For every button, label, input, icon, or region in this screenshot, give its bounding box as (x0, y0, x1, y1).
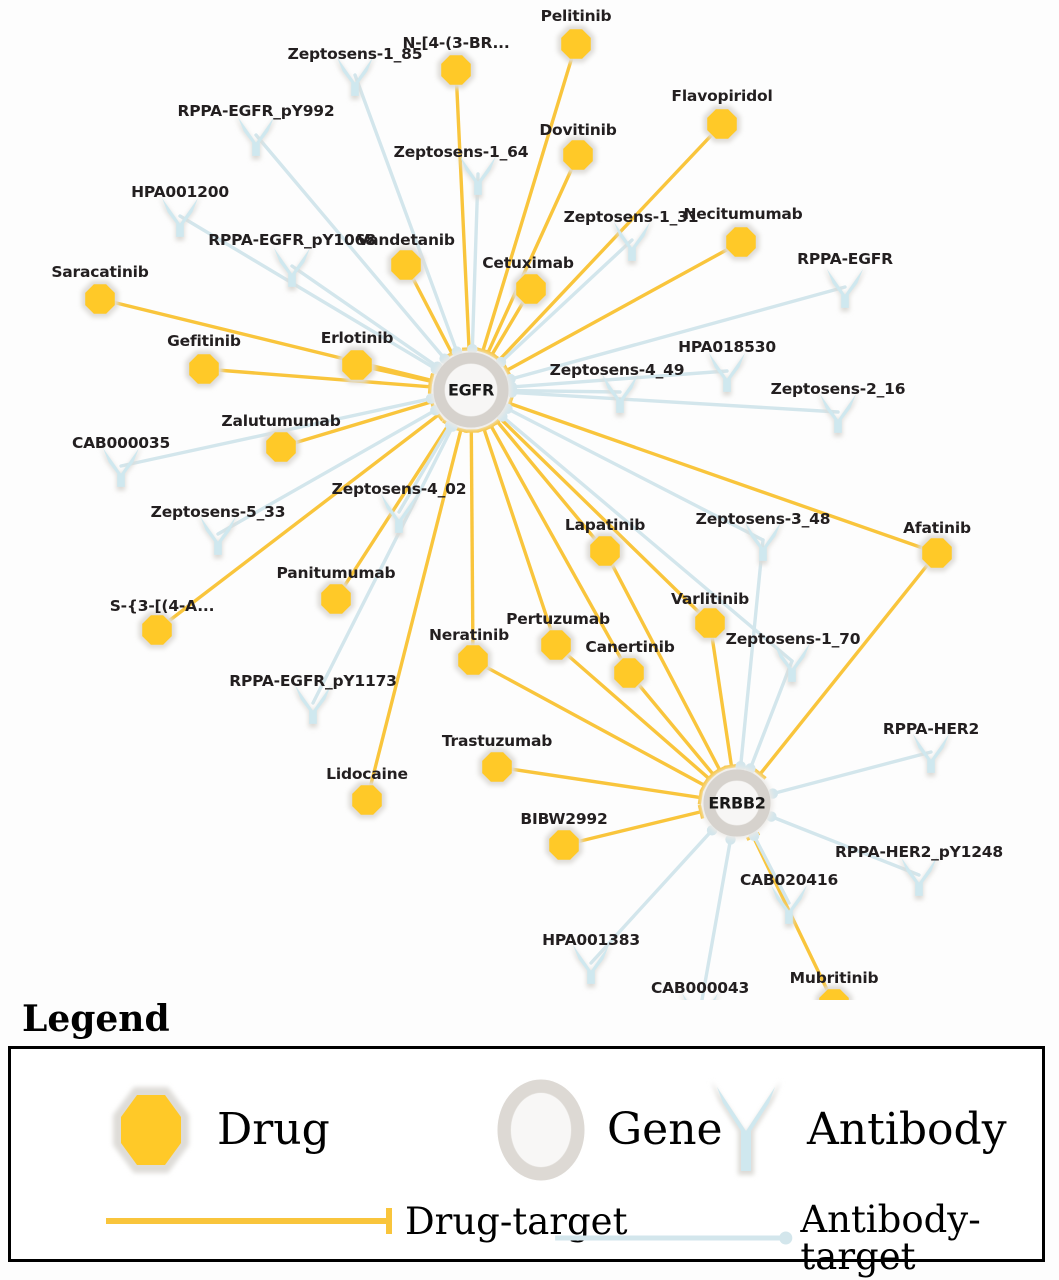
drug-node[interactable] (262, 428, 300, 466)
antibody-target-edge (767, 750, 933, 799)
drug-node[interactable] (348, 781, 386, 819)
antibody-node[interactable] (909, 730, 953, 777)
legend-item-drug-target: Drug-target (101, 1201, 627, 1241)
gene-label-egfr: EGFR (447, 380, 495, 400)
legend-label-drug-target: Drug-target (405, 1199, 628, 1243)
antibody-node[interactable] (99, 444, 143, 491)
antibody-target-edge (735, 538, 765, 772)
drug-node[interactable] (478, 748, 516, 786)
antibody-target-edge (589, 825, 718, 965)
edge-layer (99, 43, 939, 1000)
antibody-node[interactable] (770, 639, 814, 686)
drug-target-edge-icon (106, 1208, 392, 1234)
drug-target-edge (494, 412, 712, 625)
drug-node[interactable] (559, 136, 597, 174)
legend-item-gene: Gene (491, 1075, 723, 1185)
antibody-node[interactable] (569, 941, 613, 988)
drug-node[interactable] (545, 826, 583, 864)
node-layer (81, 25, 956, 1000)
antibody-node[interactable] (234, 113, 278, 160)
gene-icon (497, 1079, 585, 1181)
antibody-node[interactable] (598, 370, 642, 417)
drug-node[interactable] (703, 105, 741, 143)
drug-node[interactable] (338, 346, 376, 384)
antibody-icon (711, 1081, 781, 1175)
drug-target-edge (496, 765, 704, 805)
antibody-node[interactable] (741, 518, 785, 565)
drug-target-edge (464, 429, 479, 661)
antibody-target-edge (700, 834, 736, 1000)
antibody-target-edge (506, 369, 729, 393)
antibody-target-edge (311, 421, 458, 705)
antibody-target-edge (745, 659, 794, 774)
drug-node[interactable] (437, 51, 475, 89)
gene-label-erbb2: ERBB2 (708, 793, 766, 813)
drug-target-edge (627, 671, 720, 781)
antibody-node[interactable] (816, 390, 860, 437)
antibody-target-edge (766, 811, 921, 877)
drug-node[interactable] (512, 270, 550, 308)
antibody-node[interactable] (196, 512, 240, 559)
antibody-node[interactable] (897, 853, 941, 900)
antibody-node[interactable] (705, 349, 749, 396)
drug-node[interactable] (586, 532, 624, 570)
drug-node[interactable] (691, 604, 729, 642)
network-graph-canvas (81, 25, 956, 1000)
drug-node[interactable] (138, 611, 176, 649)
antibody-node[interactable] (767, 881, 811, 928)
antibody-target-edge (495, 238, 634, 368)
antibody-node[interactable] (158, 194, 202, 241)
antibody-target-edge (397, 420, 456, 514)
drug-target-edge (708, 622, 739, 770)
antibody-node[interactable] (333, 53, 377, 100)
antibody-node[interactable] (678, 989, 722, 1000)
drug-node[interactable] (537, 626, 575, 664)
antibody-node[interactable] (291, 681, 335, 728)
drug-node[interactable] (722, 223, 760, 261)
drug-node[interactable] (387, 246, 425, 284)
legend-edge-row: Drug-target Antibody-target (11, 1201, 1042, 1275)
drug-target-edge (563, 804, 705, 847)
drug-node[interactable] (557, 25, 595, 63)
drug-target-edge (472, 658, 710, 793)
antibody-node[interactable] (270, 244, 314, 291)
drug-node[interactable] (185, 350, 223, 388)
legend-label-antibody-target: Antibody-target (800, 1198, 981, 1278)
legend-item-antibody-target: Antibody-target (551, 1201, 1042, 1275)
drug-target-edge (753, 551, 939, 780)
drug-node[interactable] (81, 280, 119, 318)
gene-node-erbb2[interactable] (701, 767, 773, 839)
drug-target-edge (484, 420, 631, 674)
legend-label-drug: Drug (217, 1104, 330, 1155)
gene-node-egfr[interactable] (431, 350, 511, 430)
antibody-target-edge-icon (555, 1231, 793, 1245)
drug-node[interactable] (317, 580, 355, 618)
legend-node-row: Drug Gene Antibody (11, 1075, 1042, 1185)
drug-node[interactable] (918, 534, 956, 572)
antibody-node[interactable] (456, 152, 500, 199)
legend-label-gene: Gene (607, 1104, 723, 1155)
legend: Legend Drug Gene (0, 998, 1059, 1280)
antibody-node[interactable] (823, 265, 867, 312)
drug-node[interactable] (815, 985, 853, 1000)
antibody-node[interactable] (377, 490, 421, 537)
drug-node[interactable] (610, 654, 648, 692)
drug-target-edge (502, 240, 742, 378)
drug-node[interactable] (454, 641, 492, 679)
legend-box: Drug Gene Antibody (8, 1046, 1045, 1275)
legend-item-antibody: Antibody (701, 1075, 1007, 1185)
drug-icon (113, 1087, 189, 1173)
legend-label-antibody: Antibody (807, 1104, 1007, 1155)
legend-item-drug: Drug (101, 1075, 330, 1185)
legend-title: Legend (22, 998, 170, 1040)
antibody-node[interactable] (610, 218, 654, 265)
